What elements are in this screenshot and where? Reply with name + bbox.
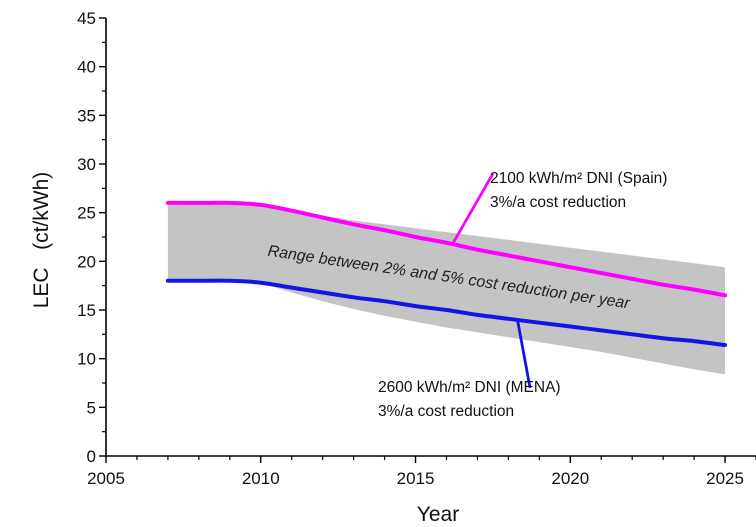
y-tick-label: 25: [77, 204, 96, 223]
range-band-layer: [167, 202, 725, 375]
spain-annotation-subtitle: 3%/a cost reduction: [490, 194, 626, 211]
annotations-layer: 2100 kWh/m² DNI (Spain) 3%/a cost reducti…: [378, 170, 667, 420]
mena-pointer-line: [516, 320, 532, 389]
y-tick-label: 0: [87, 447, 96, 466]
y-tick-label: 15: [77, 301, 96, 320]
y-axis-title: LEC (ct/kWh): [30, 172, 53, 309]
y-tick-label: 30: [77, 155, 96, 174]
mena-annotation-subtitle: 3%/a cost reduction: [378, 403, 514, 420]
y-tick-label: 10: [77, 350, 96, 369]
y-tick-label: 45: [77, 9, 96, 28]
spain-annotation-title: 2100 kWh/m² DNI (Spain): [490, 170, 667, 187]
x-tick-label: 2025: [706, 469, 744, 488]
y-tick-label: 35: [77, 106, 96, 125]
mena-annotation-title: 2600 kWh/m² DNI (MENA): [378, 379, 561, 396]
spain-pointer-line: [451, 173, 495, 245]
x-tick-label: 2010: [242, 469, 280, 488]
x-axis-title: Year: [417, 503, 459, 526]
range-band: [167, 202, 725, 375]
series-line-mena: [165, 278, 727, 347]
series-layer: [165, 200, 727, 347]
y-tick-label: 5: [87, 398, 96, 417]
x-tick-label: 2020: [551, 469, 589, 488]
x-tick-label: 2015: [397, 469, 435, 488]
series-line-spain: [165, 200, 727, 298]
y-tick-label: 40: [77, 58, 96, 77]
x-tick-label: 2005: [87, 469, 125, 488]
y-tick-label: 20: [77, 252, 96, 271]
